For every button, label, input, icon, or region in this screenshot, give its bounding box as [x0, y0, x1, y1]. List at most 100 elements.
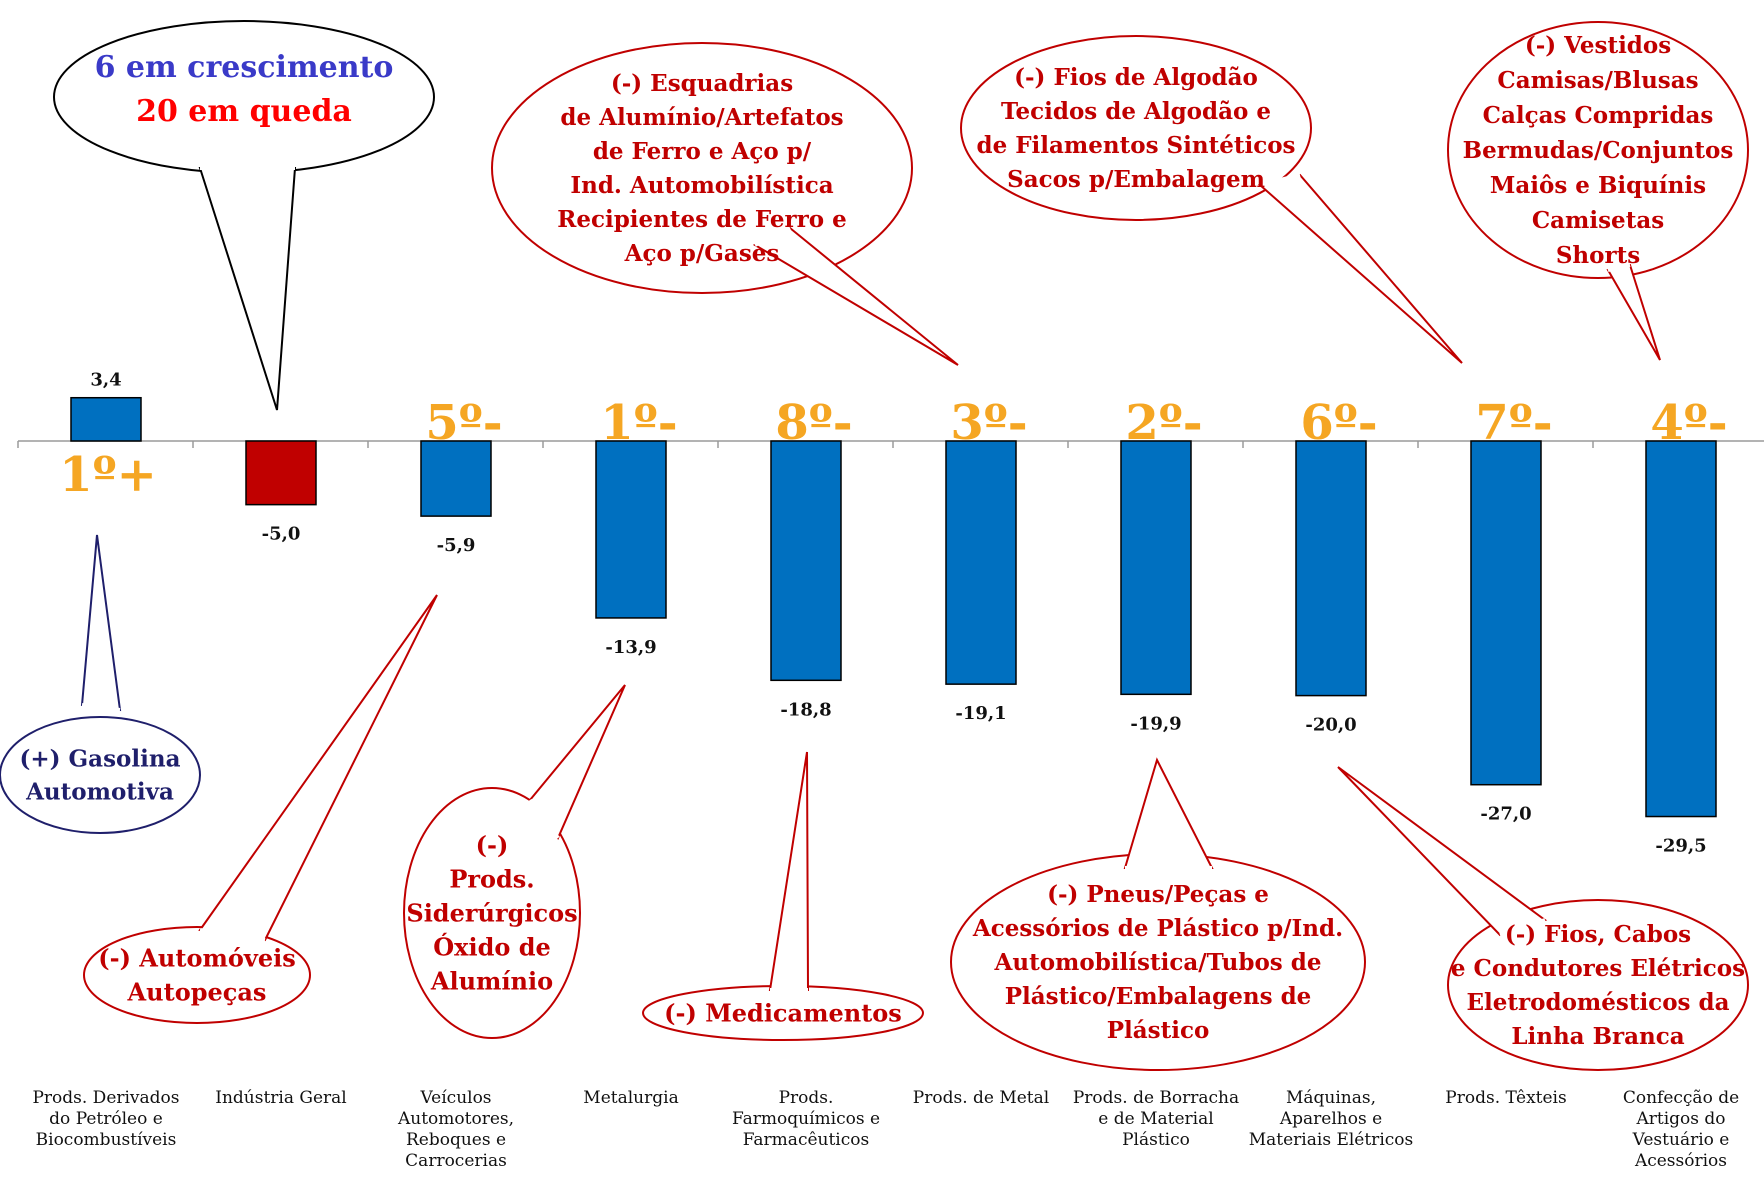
- data-label: -19,9: [1130, 713, 1181, 734]
- callout-line: Prods.: [449, 864, 534, 893]
- category-label-line: Máquinas,: [1285, 1088, 1377, 1108]
- rank-label: 1º-: [600, 395, 677, 451]
- category-label-line: Vestuário e: [1632, 1130, 1730, 1150]
- data-label: -20,0: [1305, 715, 1356, 736]
- callout-tail: [198, 594, 438, 942]
- callout-gasolina: (+) Gasolina Automotiva: [0, 534, 201, 834]
- callout-text: (-) Prods. Siderúrgicos Óxido de Alumínio: [406, 830, 577, 995]
- rank-label: 3º-: [950, 395, 1027, 451]
- callout-line: (-) Esquadrias: [611, 70, 793, 97]
- callout-bubble: [491, 42, 913, 294]
- bar: [770, 440, 842, 682]
- callout-line: de Ferro e Aço p/: [593, 138, 812, 165]
- callout-bubble: [403, 787, 581, 1039]
- callout-line: (-) Automóveis: [98, 943, 295, 972]
- callout-line: (-) Vestidos: [1525, 32, 1671, 59]
- callout-line: Sacos p/Embalagem: [1007, 166, 1265, 193]
- callout-vestidos: (-) Vestidos Camisas/Blusas Calças Comprid…: [1447, 21, 1749, 361]
- callout-line: Óxido de: [433, 932, 551, 961]
- callout-line: Camisetas: [1532, 207, 1664, 234]
- bar: [1645, 440, 1717, 818]
- summary-tail: [198, 167, 297, 411]
- callout-line: (-) Medicamentos: [664, 998, 902, 1027]
- category-label-line: Prods.: [778, 1088, 834, 1108]
- data-label: -13,9: [605, 637, 656, 658]
- bar: [945, 440, 1017, 685]
- bar: [245, 440, 317, 506]
- callout-line: Plástico/Embalagens de: [1005, 983, 1312, 1010]
- callout-tail-join: [528, 798, 560, 840]
- category-label-line: Veículos: [420, 1088, 492, 1108]
- callout-bubble: [960, 35, 1312, 221]
- callout-tail-join: [199, 928, 266, 942]
- category-label-line: Metalurgia: [583, 1088, 679, 1108]
- bar: [1470, 440, 1542, 786]
- category-label: Confecção de Artigos do Vestuário e Acessór…: [1591, 1088, 1764, 1172]
- callout-text: (-) Pneus/Peças e Acessórios de Plástico …: [972, 881, 1343, 1044]
- data-label: -5,0: [262, 524, 301, 545]
- category-label-line: Automotores,: [397, 1109, 515, 1129]
- callout-line: Automotiva: [25, 779, 174, 806]
- callout-bubble: [1447, 21, 1749, 279]
- callout-text: (-) Medicamentos: [664, 998, 902, 1027]
- data-label: -27,0: [1480, 804, 1531, 825]
- callout-text: (-) Vestidos Camisas/Blusas Calças Comprid…: [1463, 32, 1734, 269]
- callout-fios-cabos: (-) Fios, Cabos e Condutores Elétricos Ele…: [1337, 766, 1749, 1071]
- category-label: Prods. Farmoquímicos e Farmacêuticos: [716, 1088, 896, 1151]
- callout-line: Shorts: [1556, 242, 1640, 269]
- callout-line: Autopeças: [127, 977, 267, 1006]
- category-label-line: Carrocerias: [405, 1151, 507, 1171]
- callout-line: (-) Pneus/Peças e: [1047, 881, 1269, 908]
- callout-line: Siderúrgicos: [406, 898, 577, 927]
- callout-bubble: [83, 926, 311, 1024]
- callout-line: de Filamentos Sintéticos: [976, 132, 1295, 159]
- callout-tail-join: [1499, 918, 1546, 937]
- callout-line: Bermudas/Conjuntos: [1463, 137, 1734, 164]
- rank-label: 2º-: [1125, 395, 1202, 451]
- category-label-line: Plástico: [1122, 1130, 1190, 1150]
- category-label-line: Farmoquímicos e: [731, 1109, 881, 1129]
- callout-automoveis: (-) Automóveis Autopeças: [83, 594, 438, 1024]
- callout-line: Linha Branca: [1511, 1023, 1684, 1050]
- callout-tail: [1606, 263, 1661, 361]
- callout-line: Camisas/Blusas: [1497, 67, 1698, 94]
- category-label-line: Farmacêuticos: [742, 1130, 870, 1150]
- callout-line: Aço p/Gases: [624, 240, 780, 267]
- callout-bubble: [0, 716, 201, 834]
- callout-tail-join: [1607, 263, 1631, 272]
- rank-label: 5º-: [425, 395, 502, 451]
- category-label-line: Aparelhos e: [1279, 1109, 1383, 1129]
- callout-text: (-) Automóveis Autopeças: [98, 943, 295, 1006]
- callout-tail-join: [81, 703, 121, 712]
- callout-line: (-) Fios, Cabos: [1505, 921, 1691, 948]
- bar: [595, 440, 667, 619]
- callout-medicamentos: (-) Medicamentos: [642, 751, 924, 1041]
- bar: [70, 396, 142, 442]
- callout-line: Alumínio: [430, 966, 553, 995]
- callout-tail: [1337, 766, 1548, 937]
- callout-line: (-) Fios de Algodão: [1014, 64, 1258, 91]
- callout-line: Recipientes de Ferro e: [557, 206, 847, 233]
- category-label-line: Prods. de Metal: [912, 1088, 1050, 1108]
- category-label-line: Prods. de Borracha: [1072, 1088, 1240, 1108]
- callout-line: e Condutores Elétricos: [1451, 955, 1745, 982]
- category-label: Metalurgia: [541, 1088, 721, 1109]
- category-label-line: do Petróleo e: [49, 1109, 163, 1129]
- rank-label: 7º-: [1475, 395, 1552, 451]
- rank-label: 4º-: [1650, 395, 1727, 451]
- callout-tail-join: [1259, 173, 1301, 187]
- category-label-line: Prods. Têxteis: [1445, 1088, 1567, 1108]
- category-label-line: Artigos do: [1636, 1109, 1726, 1129]
- bar: [1295, 440, 1367, 697]
- category-label-line: e de Material: [1098, 1109, 1214, 1129]
- callout-line: (-): [476, 830, 509, 859]
- rank-label: 6º-: [1300, 395, 1377, 451]
- callout-bubble: [1447, 899, 1749, 1071]
- category-label-line: Prods. Derivados: [32, 1088, 180, 1108]
- callout-line: (+) Gasolina: [20, 746, 181, 773]
- category-label: Prods. de Borracha e de Material Plástico: [1066, 1088, 1246, 1151]
- callout-line: Calças Compridas: [1483, 102, 1714, 129]
- callout-line: Maiôs e Biquínis: [1490, 172, 1706, 199]
